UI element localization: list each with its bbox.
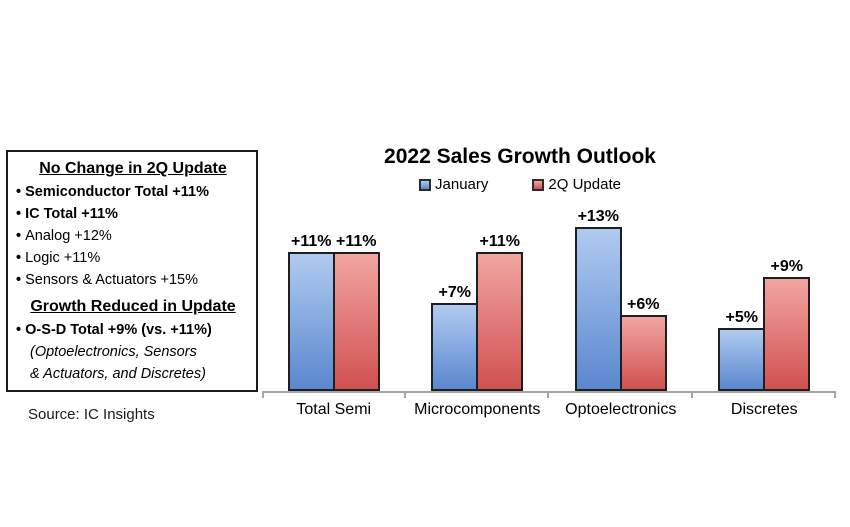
legend-marker-icon [532, 178, 545, 191]
bar-value-label: +11% [336, 233, 377, 250]
legend-item-january: January [419, 176, 488, 193]
legend-item-2q-update: 2Q Update [532, 176, 621, 193]
info-box-note: (Optoelectronics, Sensors & Actuators, an… [16, 341, 250, 385]
bar-value-label: +13% [577, 208, 619, 225]
axis-tick [690, 391, 693, 398]
plot-area: +11% +11% +7% +11% +13% +6% +5% +9% [262, 205, 837, 398]
legend-label: 2Q Update [548, 176, 621, 193]
bar-group-optoelectronics: +13% +6% [549, 205, 693, 391]
bar-wrap: +5% [718, 309, 766, 391]
info-box-section2-list: O-S-D Total +9% (vs. +11%) [16, 319, 250, 341]
category-axis: Total Semi Microcomponents Optoelectronics… [262, 400, 836, 420]
category-label-optoelectronics: Optoelectronics [565, 401, 677, 418]
axis-tick [547, 391, 549, 398]
source-note: Source: IC Insights [28, 406, 155, 423]
bar-january-microcomponents [431, 303, 479, 391]
info-box-bullet-logic-11: Logic +11% [16, 247, 250, 269]
info-box-section2-title: Growth Reduced in Update [30, 298, 236, 315]
legend-label: January [435, 176, 489, 193]
chart-title: 2022 Sales Growth Outlook [384, 145, 656, 168]
bar-wrap: +7% [431, 284, 479, 391]
info-box-bullet-semiconductor-total-11: Semiconductor Total +11% [16, 181, 250, 203]
info-box-bullet-ic-total-11: IC Total +11% [16, 203, 250, 225]
info-box-bullet-sensors-actuators-15: Sensors & Actuators +15% [16, 269, 250, 291]
bar-wrap: +11% [287, 233, 335, 391]
category-label-total-semi: Total Semi [296, 401, 372, 418]
bar-wrap: +11% [476, 233, 524, 391]
bar-value-label: +11% [479, 233, 520, 250]
bar-2q-update-optoelectronics [619, 315, 667, 391]
bar-group-total-semi: +11% +11% [262, 205, 406, 391]
info-box-note-line: & Actuators, and Discretes) [30, 366, 206, 382]
legend-marker-icon [419, 178, 432, 191]
bar-value-label: +11% [291, 233, 332, 250]
bar-january-optoelectronics [574, 227, 622, 391]
bar-2q-update-total-semi [332, 252, 380, 391]
info-box-note-line: (Optoelectronics, Sensors [30, 344, 197, 360]
bar-value-label: +6% [627, 296, 660, 313]
bar-2q-update-microcomponents [476, 252, 524, 391]
chart-header: 2022 Sales Growth Outlook January 2Q Upda… [262, 144, 778, 193]
bar-wrap: +13% [574, 208, 622, 391]
bar-wrap: +11% [332, 233, 380, 391]
bar-january-discretes [718, 328, 766, 391]
bar-value-label: +5% [725, 309, 758, 326]
bar-value-label: +7% [438, 284, 471, 301]
info-box: No Change in 2Q Update Semiconductor Tot… [6, 150, 258, 392]
bar-value-label: +9% [770, 258, 803, 275]
category-label-discretes: Discretes [730, 401, 798, 418]
axis-tick [403, 391, 406, 398]
bar-group-discretes: +5% +9% [693, 205, 837, 391]
bar-january-total-semi [287, 252, 335, 391]
bar-wrap: +6% [619, 296, 667, 391]
axis-tick [834, 391, 836, 398]
axis-tick [262, 391, 264, 398]
bar-wrap: +9% [763, 258, 811, 391]
info-box-bullet-o-s-d-total-9-vs-11: O-S-D Total +9% (vs. +11%) [16, 319, 250, 341]
category-label-microcomponents: Microcomponents [414, 401, 541, 418]
chart-legend: January 2Q Update [262, 176, 778, 193]
bar-group-microcomponents: +7% +11% [406, 205, 550, 391]
info-box-bullet-analog-12: Analog +12% [16, 225, 250, 247]
info-box-section1-title: No Change in 2Q Update [39, 160, 227, 177]
bar-2q-update-discretes [763, 277, 811, 391]
info-box-section1-list: Semiconductor Total +11%IC Total +11%Ana… [16, 181, 250, 291]
